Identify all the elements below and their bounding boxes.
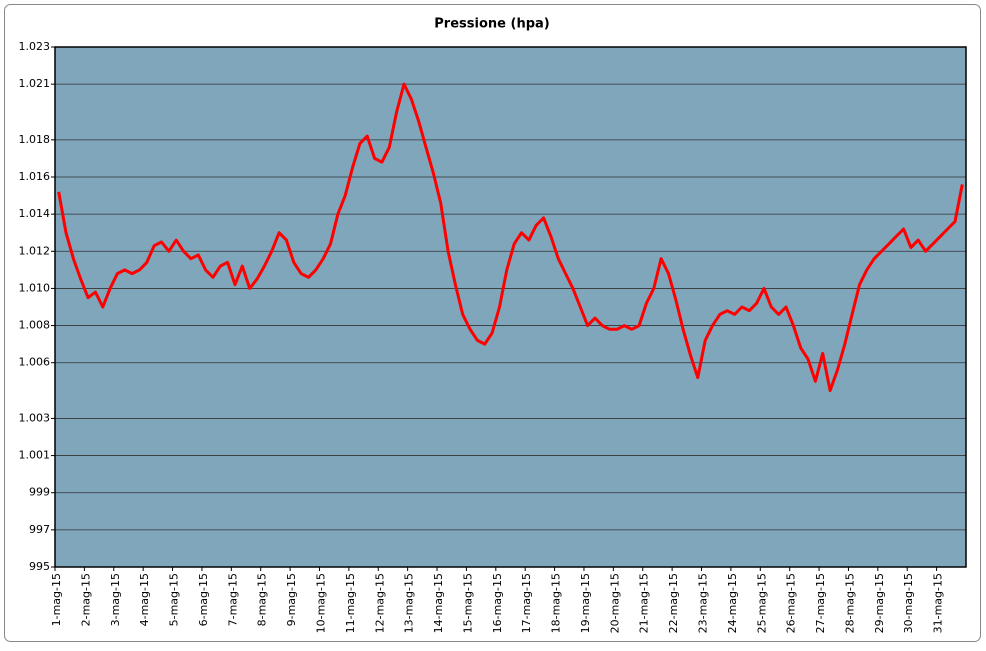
x-tick-label: 24-mag-15 [726, 573, 739, 633]
x-tick-label: 17-mag-15 [520, 573, 533, 633]
plot-border [54, 46, 967, 568]
plot-area [55, 47, 966, 567]
x-tick-label: 26-mag-15 [785, 573, 798, 633]
x-tick-label: 13-mag-15 [403, 573, 416, 633]
y-tick-label: 1.014 [19, 207, 51, 220]
x-tick-label: 6-mag-15 [197, 573, 210, 626]
y-tick-label: 999 [29, 486, 50, 499]
x-tick-label: 20-mag-15 [608, 573, 621, 633]
x-tick-label: 8-mag-15 [256, 573, 269, 626]
data-line [57, 82, 964, 393]
y-tick-label: 1.001 [19, 449, 51, 462]
y-tick-label: 1.016 [19, 170, 51, 183]
x-tick-label: 29-mag-15 [873, 573, 886, 633]
x-tick-label: 11-mag-15 [344, 573, 357, 633]
x-tick-label: 1-mag-15 [50, 573, 63, 626]
x-tick-label: 25-mag-15 [755, 573, 768, 633]
y-tick-label: 1.018 [19, 133, 51, 146]
y-tick-label: 1.012 [19, 244, 51, 257]
x-tick-label: 2-mag-15 [79, 573, 92, 626]
y-tick-label: 1.008 [19, 319, 51, 332]
x-tick-label: 7-mag-15 [226, 573, 239, 626]
x-tick-label: 18-mag-15 [550, 573, 563, 633]
x-tick-label: 23-mag-15 [697, 573, 710, 633]
y-tick-label: 1.006 [19, 356, 51, 369]
x-tick-label: 12-mag-15 [373, 573, 386, 633]
y-tick-label: 997 [29, 523, 50, 536]
x-tick-label: 14-mag-15 [432, 573, 445, 633]
x-tick-label: 30-mag-15 [902, 573, 915, 633]
x-tick-label: 28-mag-15 [843, 573, 856, 633]
y-tick-label: 995 [29, 560, 50, 573]
x-tick-label: 27-mag-15 [814, 573, 827, 633]
x-tick-label: 16-mag-15 [491, 573, 504, 633]
x-tick-label: 15-mag-15 [461, 573, 474, 633]
x-tick-label: 3-mag-15 [109, 573, 122, 626]
y-tick-label: 1.023 [19, 40, 51, 53]
y-tick-label: 1.021 [19, 77, 51, 90]
y-tick-label: 1.010 [19, 281, 51, 294]
y-tick-label: 1.003 [19, 411, 51, 424]
chart-title: Pressione (hpa) [434, 17, 549, 32]
x-tick-label: 19-mag-15 [579, 573, 592, 633]
x-tick-label: 31-mag-15 [932, 573, 945, 633]
x-tick-label: 4-mag-15 [138, 573, 151, 626]
x-tick-label: 5-mag-15 [168, 573, 181, 626]
x-tick-label: 9-mag-15 [285, 573, 298, 626]
x-tick-label: 21-mag-15 [638, 573, 651, 633]
x-tick-label: 22-mag-15 [667, 573, 680, 633]
x-tick-label: 10-mag-15 [314, 573, 327, 633]
